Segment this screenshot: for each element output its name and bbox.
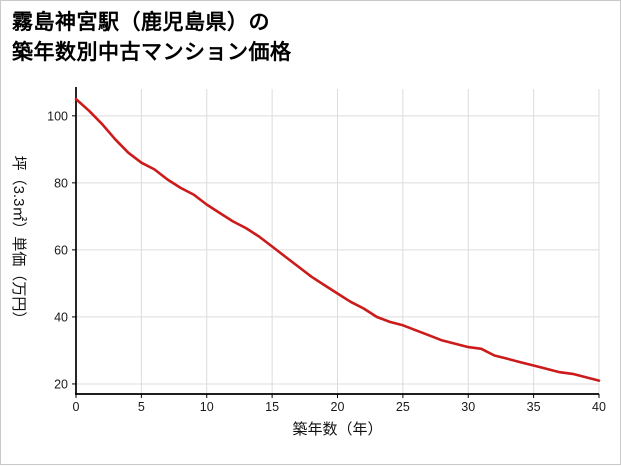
chart-title-line-1: 霧島神宮駅（鹿児島県）の bbox=[12, 11, 270, 34]
x-tick-label: 35 bbox=[527, 400, 541, 414]
x-tick-label: 5 bbox=[138, 400, 145, 414]
x-tick-label: 25 bbox=[396, 400, 410, 414]
x-tick-label: 40 bbox=[592, 400, 606, 414]
chart-title-line-2: 築年数別中古マンション価格 bbox=[12, 41, 292, 65]
y-tick-label: 60 bbox=[54, 243, 68, 257]
price-line bbox=[74, 97, 601, 382]
x-tick-label: 20 bbox=[331, 400, 345, 414]
y-tick-label: 80 bbox=[54, 176, 68, 190]
y-tick-label: 20 bbox=[54, 377, 68, 391]
x-tick-label: 10 bbox=[200, 400, 214, 414]
x-tick-label: 15 bbox=[265, 400, 279, 414]
chart-title: 霧島神宮駅（鹿児島県）の 築年数別中古マンション価格 bbox=[12, 8, 292, 69]
x-tick-label: 30 bbox=[461, 400, 475, 414]
x-axis-label: 築年数（年） bbox=[292, 421, 383, 438]
y-tick-label: 40 bbox=[54, 310, 68, 324]
y-axis-label: 坪（3.3㎡）単価（万円） bbox=[10, 155, 27, 327]
y-tick-label: 100 bbox=[47, 109, 68, 123]
x-tick-label: 0 bbox=[73, 400, 80, 414]
